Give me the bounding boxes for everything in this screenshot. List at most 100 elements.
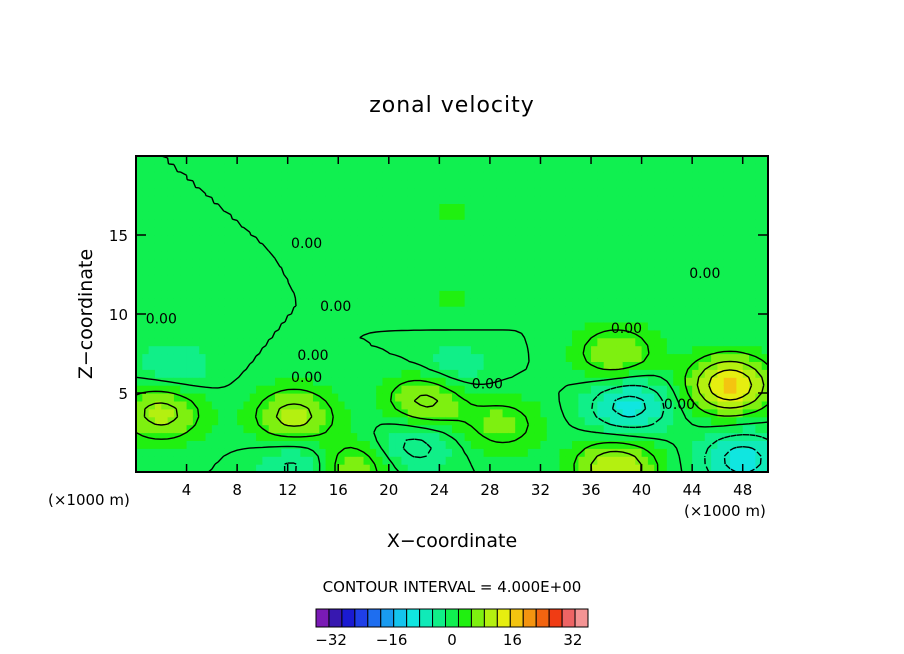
field-cell [603,282,611,291]
field-cell [565,203,573,212]
field-cell [584,290,592,299]
field-cell [249,187,257,197]
field-cell [319,345,327,355]
field-cell [578,187,586,197]
field-cell [489,258,497,268]
field-cell [578,274,586,283]
field-cell [300,377,308,386]
field-cell [628,250,636,260]
field-cell [306,258,314,268]
field-cell [407,345,415,355]
field-cell [180,227,188,236]
field-cell [692,361,700,370]
field-cell [470,187,478,197]
field-cell [136,345,143,355]
field-cell [331,250,339,260]
field-cell [243,416,251,426]
field-cell [161,321,169,331]
field-cell [306,179,314,189]
field-cell [723,385,731,394]
field-cell [414,321,421,331]
field-cell [376,369,384,378]
field-cell [496,227,504,236]
field-cell [300,195,308,204]
field-cell [641,314,649,323]
field-cell [357,385,365,394]
field-cell [281,195,289,204]
field-cell [363,456,371,465]
field-cell [281,219,289,228]
field-cell [711,361,719,370]
field-cell [458,227,466,236]
field-cell [660,156,668,165]
field-cell [666,306,674,315]
contour-label: 0.00 [664,397,695,413]
field-cell [515,456,523,465]
field-cell [610,393,617,402]
field-cell [755,290,763,299]
field-cell [275,424,282,434]
field-cell [489,306,497,315]
field-cell [628,187,636,197]
field-cell [679,329,687,339]
field-cell [622,171,630,181]
field-cell [597,235,605,244]
field-cell [534,203,542,212]
field-cell [610,416,617,426]
field-cell [325,329,333,339]
field-cell [616,400,624,410]
field-cell [717,353,725,362]
field-cell [382,408,390,418]
field-cell [534,440,542,449]
field-cell [154,258,162,268]
field-cell [350,274,358,283]
field-cell [338,456,346,465]
field-cell [357,440,365,449]
field-cell [192,314,200,323]
field-cell [148,203,156,212]
field-cell [666,345,674,355]
field-cell [628,156,636,165]
field-cell [325,306,333,315]
field-cell [211,456,219,465]
field-cell [363,187,371,197]
field-cell [616,464,624,472]
field-cell [262,203,270,212]
field-cell [736,424,744,434]
field-cell [218,274,226,283]
field-cell [508,266,516,276]
field-cell [553,361,561,370]
field-cell [540,282,548,291]
field-cell [540,156,548,165]
field-cell [306,385,314,394]
field-cell [306,377,314,386]
field-cell [148,416,156,426]
field-cell [350,408,358,418]
field-cell [388,282,396,291]
field-cell [350,195,358,204]
colorbar-label: −32 [315,631,347,649]
field-cell [192,456,200,465]
field-cell [294,456,301,465]
colorbar-swatch [445,608,459,628]
field-cell [218,195,226,204]
field-cell [534,266,542,276]
field-cell [755,282,763,291]
field-cell [199,393,207,402]
field-cell [401,203,409,212]
field-cell [464,163,472,173]
contour-label: 0.00 [146,312,177,328]
field-cell [553,258,561,268]
field-cell [199,424,207,434]
field-cell [502,353,510,362]
field-cell [723,163,731,173]
field-cell [401,274,409,283]
field-cell [344,345,352,355]
field-cell [287,440,295,449]
field-cell [211,306,219,315]
field-cell [205,203,213,212]
field-cell [407,416,415,426]
field-cell [742,298,750,307]
field-cell [572,274,579,283]
field-cell [205,400,213,410]
